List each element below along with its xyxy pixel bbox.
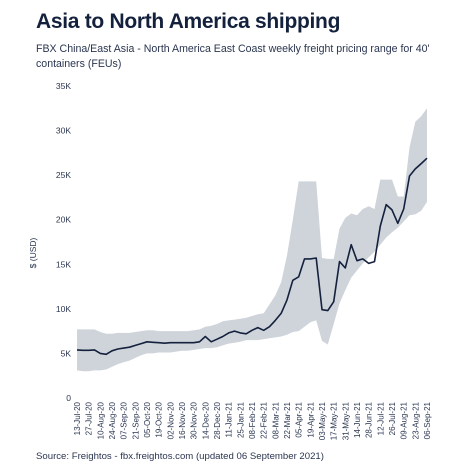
price-range-band: [77, 108, 427, 372]
x-tick-label: 07-Sep-20: [120, 401, 129, 439]
chart-subtitle: FBX China/East Asia - North America East…: [36, 43, 430, 70]
x-tick-label: 22-Mar-21: [283, 401, 292, 438]
line-layer: [76, 157, 428, 356]
y-tick-label: 10K: [56, 304, 71, 314]
y-tick-label: 25K: [56, 170, 71, 180]
x-tick-label: 28-Jun-21: [365, 401, 374, 438]
y-tick-label: 35K: [56, 81, 71, 91]
x-tick-label: 03-May-21: [318, 401, 327, 440]
x-tick-label: 24-Aug-20: [108, 401, 117, 439]
y-axis: 0 5K 10K 15K 20K 25K 30K 35K: [56, 81, 71, 403]
x-tick-label: 11-Jan-21: [225, 401, 234, 437]
y-tick-label: 20K: [56, 215, 71, 225]
x-tick-label: 19-Oct-20: [155, 401, 164, 437]
x-tick-label: 23-Aug-21: [411, 401, 420, 439]
source-note: Source: Freightos - fbx.freightos.com (u…: [36, 451, 324, 462]
x-tick-label: 16-Nov-20: [178, 401, 187, 439]
y-tick-label: 30K: [56, 126, 71, 136]
x-tick-label: 05-Apr-21: [295, 401, 304, 437]
x-tick-label: 09-Aug-21: [400, 401, 409, 439]
x-tick-label: 31-May-21: [341, 401, 350, 440]
x-tick-label: 02-Nov-20: [166, 401, 175, 439]
y-axis-label: $ (USD): [28, 237, 38, 268]
x-tick-label: 28-Dec-20: [213, 401, 222, 439]
y-tick-label: 5K: [61, 348, 72, 358]
x-tick-label: 22-Feb-21: [260, 401, 269, 438]
x-tick-label: 26-Jul-21: [388, 401, 397, 435]
x-tick-label: 27-Jul-20: [85, 401, 94, 435]
y-tick-label: 15K: [56, 259, 71, 269]
x-tick-label: 21-Sep-20: [131, 401, 140, 439]
x-tick-label: 14-Dec-20: [201, 401, 210, 439]
x-tick-label: 13-Jul-20: [73, 401, 82, 435]
x-tick-label: 06-Sep-21: [423, 401, 432, 439]
x-tick-label: 08-Feb-21: [248, 401, 257, 438]
x-tick-label: 14-Jun-21: [353, 401, 362, 438]
range-band-layer: [77, 108, 427, 372]
x-tick-label: 05-Oct-20: [143, 401, 152, 437]
x-tick-label: 10-Aug-20: [96, 401, 105, 439]
x-tick-label: 08-Mar-21: [271, 401, 280, 438]
x-axis: 13-Jul-20 27-Jul-20 10-Aug-20 24-Aug-20 07-S…: [73, 401, 432, 440]
x-tick-label: 25-Jan-21: [236, 401, 245, 438]
x-tick-label: 17-May-21: [330, 401, 339, 440]
chart-title: Asia to North America shipping: [36, 10, 341, 33]
x-tick-label: 12-Jul-21: [376, 401, 385, 435]
x-tick-label: 30-Nov-20: [190, 401, 199, 439]
price-line: [76, 157, 428, 356]
y-tick-label: 0: [66, 393, 71, 403]
x-tick-label: 19-Apr-21: [306, 401, 315, 437]
